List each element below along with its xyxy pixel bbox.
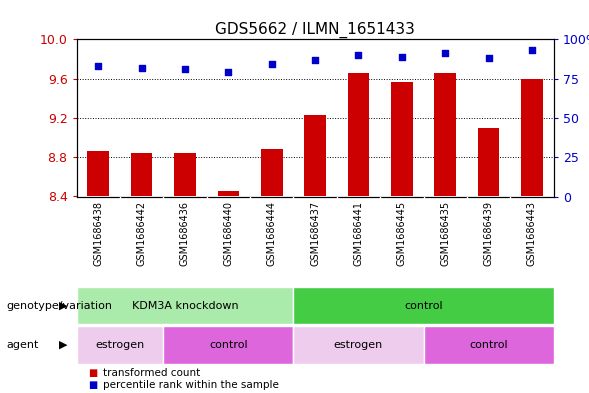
Text: GSM1686444: GSM1686444 <box>267 201 277 266</box>
Bar <box>163 326 293 364</box>
Point <box>484 55 494 61</box>
Text: GSM1686440: GSM1686440 <box>223 201 233 266</box>
Text: GSM1686441: GSM1686441 <box>353 201 363 266</box>
Text: GSM1686438: GSM1686438 <box>93 201 103 266</box>
Bar <box>77 326 163 364</box>
Text: control: control <box>469 340 508 350</box>
Bar <box>478 128 499 196</box>
Text: estrogen: estrogen <box>334 340 383 350</box>
Bar <box>174 153 196 196</box>
Text: GSM1686436: GSM1686436 <box>180 201 190 266</box>
Bar <box>261 149 283 196</box>
Bar <box>87 151 109 196</box>
Bar <box>293 326 423 364</box>
Point <box>137 64 146 71</box>
Text: ■: ■ <box>88 380 98 390</box>
Bar <box>391 81 413 196</box>
Bar <box>423 326 554 364</box>
Text: transformed count: transformed count <box>103 368 200 378</box>
Point <box>224 69 233 75</box>
Bar <box>293 287 554 324</box>
Text: control: control <box>209 340 248 350</box>
Point <box>94 63 103 69</box>
Text: GSM1686445: GSM1686445 <box>397 201 407 266</box>
Point <box>397 53 406 60</box>
Bar <box>77 287 293 324</box>
Bar <box>348 73 369 196</box>
Text: control: control <box>404 301 443 310</box>
Text: agent: agent <box>6 340 38 350</box>
Point <box>267 61 276 68</box>
Point <box>354 52 363 58</box>
Text: ▶: ▶ <box>59 340 68 350</box>
Bar <box>435 73 456 196</box>
Point <box>180 66 190 72</box>
Point <box>441 50 450 57</box>
Point <box>310 57 320 63</box>
Text: KDM3A knockdown: KDM3A knockdown <box>132 301 239 310</box>
Point <box>527 47 537 53</box>
Text: GSM1686442: GSM1686442 <box>137 201 147 266</box>
Bar <box>521 79 543 196</box>
Text: ■: ■ <box>88 368 98 378</box>
Text: percentile rank within the sample: percentile rank within the sample <box>103 380 279 390</box>
Text: GSM1686435: GSM1686435 <box>440 201 450 266</box>
Text: ▶: ▶ <box>59 301 68 310</box>
Bar <box>305 115 326 196</box>
Text: GSM1686439: GSM1686439 <box>484 201 494 266</box>
Bar <box>131 153 153 196</box>
Text: GSM1686437: GSM1686437 <box>310 201 320 266</box>
Bar <box>217 191 239 196</box>
Text: GSM1686443: GSM1686443 <box>527 201 537 266</box>
Text: genotype/variation: genotype/variation <box>6 301 112 310</box>
Title: GDS5662 / ILMN_1651433: GDS5662 / ILMN_1651433 <box>215 22 415 38</box>
Text: estrogen: estrogen <box>95 340 144 350</box>
